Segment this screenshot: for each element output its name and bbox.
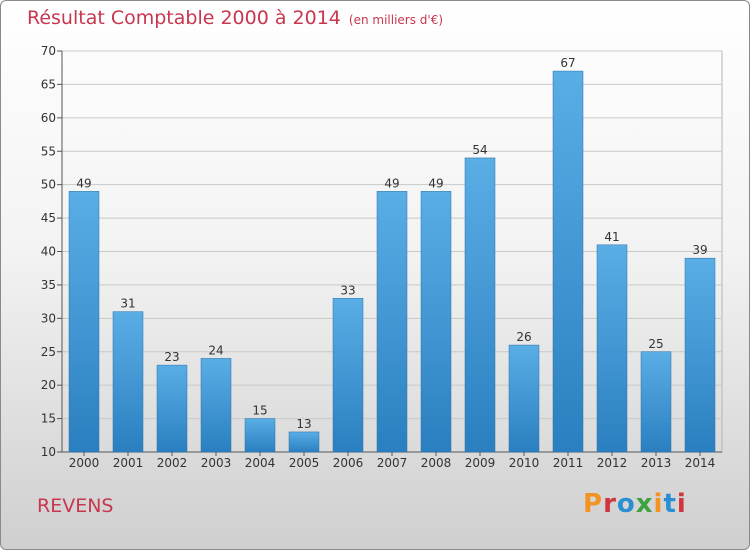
value-label: 49 bbox=[428, 176, 443, 190]
brand-letter: x bbox=[635, 489, 654, 519]
y-tick-label: 30 bbox=[41, 311, 56, 325]
y-tick-label: 55 bbox=[41, 144, 56, 158]
x-tick-label: 2011 bbox=[553, 456, 584, 470]
y-tick-label: 50 bbox=[41, 178, 56, 192]
value-label: 49 bbox=[76, 176, 91, 190]
bar bbox=[156, 364, 188, 453]
value-label: 33 bbox=[340, 283, 355, 297]
bar bbox=[288, 431, 320, 453]
location-label: REVENS bbox=[37, 495, 114, 517]
y-tick-label: 40 bbox=[41, 245, 56, 259]
bar bbox=[596, 244, 628, 453]
y-tick-label: 45 bbox=[41, 211, 56, 225]
brand-letter: t bbox=[663, 489, 677, 519]
chart-title-text: Résultat Comptable 2000 à 2014 bbox=[27, 7, 341, 29]
bar bbox=[420, 191, 452, 453]
brand-letter: i bbox=[653, 489, 664, 519]
x-tick-label: 2000 bbox=[69, 456, 100, 470]
value-label: 39 bbox=[692, 243, 707, 257]
y-tick-label: 20 bbox=[41, 378, 56, 392]
value-label: 24 bbox=[208, 343, 223, 357]
value-label: 13 bbox=[296, 417, 311, 431]
bar bbox=[332, 298, 364, 453]
bar bbox=[640, 351, 672, 453]
x-tick-label: 2002 bbox=[157, 456, 188, 470]
value-label: 31 bbox=[120, 297, 135, 311]
x-tick-label: 2003 bbox=[201, 456, 232, 470]
x-tick-label: 2007 bbox=[377, 456, 408, 470]
bars bbox=[68, 70, 716, 453]
bar bbox=[200, 358, 232, 453]
bar bbox=[684, 257, 716, 453]
y-tick-label: 15 bbox=[41, 412, 56, 426]
y-tick-label: 70 bbox=[41, 44, 56, 58]
value-label: 49 bbox=[384, 176, 399, 190]
x-tick-label: 2006 bbox=[333, 456, 364, 470]
y-tick-label: 65 bbox=[41, 77, 56, 91]
x-tick-label: 2014 bbox=[685, 456, 716, 470]
x-tick-label: 2008 bbox=[421, 456, 452, 470]
y-tick-label: 35 bbox=[41, 278, 56, 292]
x-tick-label: 2012 bbox=[597, 456, 628, 470]
brand-letter: r bbox=[603, 489, 617, 519]
bar bbox=[376, 191, 408, 453]
bar bbox=[112, 311, 144, 453]
x-tick-label: 2013 bbox=[641, 456, 672, 470]
x-tick-label: 2005 bbox=[289, 456, 320, 470]
value-label: 26 bbox=[516, 330, 531, 344]
brand-letter: o bbox=[616, 489, 636, 519]
y-tick-label: 25 bbox=[41, 345, 56, 359]
value-label: 23 bbox=[164, 350, 179, 364]
x-tick-label: 2004 bbox=[245, 456, 276, 470]
value-label: 54 bbox=[472, 143, 487, 157]
chart-subtitle: (en milliers d'€) bbox=[348, 13, 444, 27]
value-label: 41 bbox=[604, 230, 619, 244]
brand-letter: i bbox=[676, 489, 687, 519]
y-tick-label: 10 bbox=[41, 445, 56, 459]
labels: 10 15 20 25 30 35 40 45 50 55 60 65 70 49 2000 31 2001 23… bbox=[41, 44, 716, 470]
x-tick-label: 2010 bbox=[509, 456, 540, 470]
value-label: 67 bbox=[560, 56, 575, 70]
x-tick-label: 2009 bbox=[465, 456, 496, 470]
value-label: 15 bbox=[252, 404, 267, 418]
proxiti-logo: Proxiti bbox=[583, 489, 687, 519]
brand-letter: P bbox=[583, 489, 604, 519]
bar bbox=[244, 418, 276, 453]
value-label: 25 bbox=[648, 337, 663, 351]
bar bbox=[68, 191, 100, 453]
x-tick-label: 2001 bbox=[113, 456, 144, 470]
bar bbox=[508, 344, 540, 453]
bar bbox=[552, 70, 584, 453]
bar bbox=[464, 157, 496, 453]
y-tick-label: 60 bbox=[41, 111, 56, 125]
chart-title: Résultat Comptable 2000 à 2014 (en millie… bbox=[27, 7, 443, 29]
